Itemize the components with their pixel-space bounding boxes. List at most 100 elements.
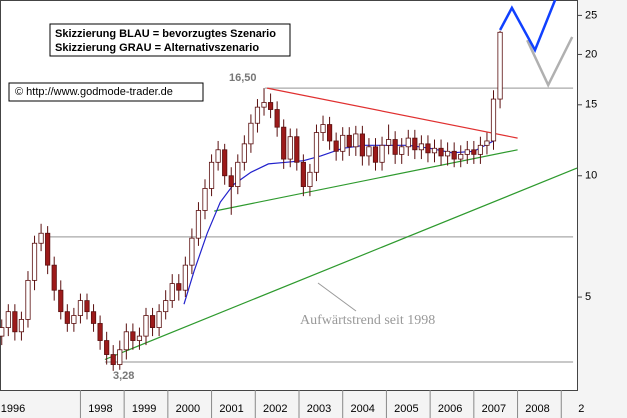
- candle-body: [405, 137, 411, 148]
- x-tick-label: 2002: [263, 403, 287, 415]
- peak-label: 16,50: [229, 72, 257, 84]
- overlay-line: [104, 167, 578, 361]
- candle-body: [300, 161, 306, 187]
- candle-body: [235, 161, 241, 187]
- candle-body: [392, 139, 398, 155]
- candle-body: [156, 311, 162, 328]
- candle-body: [117, 349, 123, 365]
- overlay-line: [526, 36, 574, 88]
- y-tick-label: 10: [585, 170, 597, 182]
- candle-body: [248, 122, 254, 145]
- candle-body: [333, 140, 339, 152]
- candle-body: [451, 150, 457, 160]
- candle-body: [267, 102, 274, 110]
- x-tick-label: 1996: [1, 403, 25, 415]
- candle-body: [477, 144, 483, 155]
- candle-body: [438, 147, 444, 157]
- candle-body: [149, 315, 156, 328]
- candle-body: [64, 311, 70, 324]
- candle-body: [445, 150, 451, 157]
- candle-body: [90, 311, 97, 324]
- candle-body: [484, 140, 490, 146]
- x-tick-label: 2008: [525, 403, 549, 415]
- overlay-line: [498, 0, 557, 54]
- candle-body: [176, 283, 182, 291]
- candle-body: [189, 237, 195, 266]
- candle-body: [110, 354, 116, 365]
- candle-body: [143, 315, 149, 337]
- candle-body: [51, 264, 57, 291]
- candle-body: [182, 264, 188, 291]
- y-tick-label: 20: [585, 48, 597, 60]
- candle-body: [202, 188, 208, 211]
- candle-body: [208, 161, 215, 189]
- copyright-box: [8, 82, 204, 102]
- candle-body: [31, 242, 38, 281]
- candle-body: [136, 335, 143, 341]
- candle-body: [38, 232, 44, 244]
- candle-body: [123, 331, 129, 351]
- candle-body: [274, 109, 280, 128]
- candle-body: [5, 311, 11, 328]
- candle-body: [58, 289, 64, 313]
- candle-body: [261, 102, 267, 108]
- x-tick-label: 2006: [438, 403, 462, 415]
- x-tick-label: 2005: [394, 403, 418, 415]
- candle-body: [169, 283, 175, 302]
- x-tick-label: 2: [578, 403, 584, 415]
- candle-body: [294, 136, 300, 163]
- legend-box: [49, 23, 291, 57]
- x-tick-label: 1998: [88, 403, 112, 415]
- candle-body: [307, 171, 313, 187]
- candle-body: [228, 175, 234, 187]
- candle-body: [281, 126, 287, 160]
- candle-body: [399, 146, 405, 155]
- candle-body: [222, 149, 228, 177]
- candle-body: [458, 153, 464, 160]
- x-tick-label: 2004: [350, 403, 374, 415]
- candle-body: [490, 98, 497, 142]
- trend-label: Aufwärtstrend seit 1998: [300, 313, 435, 328]
- copyright: © http://www.godmode-trader.de: [15, 86, 173, 98]
- x-tick-label: 2000: [176, 403, 200, 415]
- candle-body: [254, 106, 261, 124]
- y-tick-label: 25: [585, 9, 597, 21]
- candle-body: [104, 340, 110, 355]
- candle-body: [241, 143, 247, 163]
- x-tick-label: 2007: [482, 403, 506, 415]
- plot: [0, 0, 578, 371]
- candle-body: [25, 279, 31, 320]
- candle-body: [471, 149, 477, 155]
- candle-body: [386, 139, 392, 146]
- note: Skizzierung GRAU = Alternativszenario: [55, 42, 259, 54]
- candle-body: [71, 315, 77, 324]
- x-axis-area: [0, 391, 627, 418]
- candle-body: [0, 327, 5, 337]
- candle-body: [327, 124, 333, 142]
- candle-body: [425, 143, 431, 154]
- candle-body: [359, 133, 365, 157]
- candle-body: [130, 331, 136, 341]
- candle-body: [372, 146, 379, 163]
- y-tick-label: 15: [585, 99, 597, 111]
- candle-body: [215, 149, 221, 163]
- candle-body: [353, 133, 359, 148]
- candle-body: [320, 124, 326, 133]
- candle-body: [346, 134, 352, 148]
- x-tick-label: 1999: [132, 403, 156, 415]
- candle-body: [195, 210, 202, 239]
- pointer: [317, 282, 357, 312]
- candle-body: [431, 147, 438, 154]
- candle-body: [464, 149, 470, 155]
- candle-body: [18, 319, 25, 333]
- candle-body: [497, 31, 503, 100]
- overlay-line: [266, 87, 518, 139]
- candle-body: [418, 143, 424, 151]
- candle-body: [340, 134, 346, 152]
- candle-body: [45, 232, 51, 266]
- candle-body: [97, 323, 103, 341]
- y-tick-label: 5: [585, 291, 591, 303]
- y-axis-area: [578, 0, 627, 391]
